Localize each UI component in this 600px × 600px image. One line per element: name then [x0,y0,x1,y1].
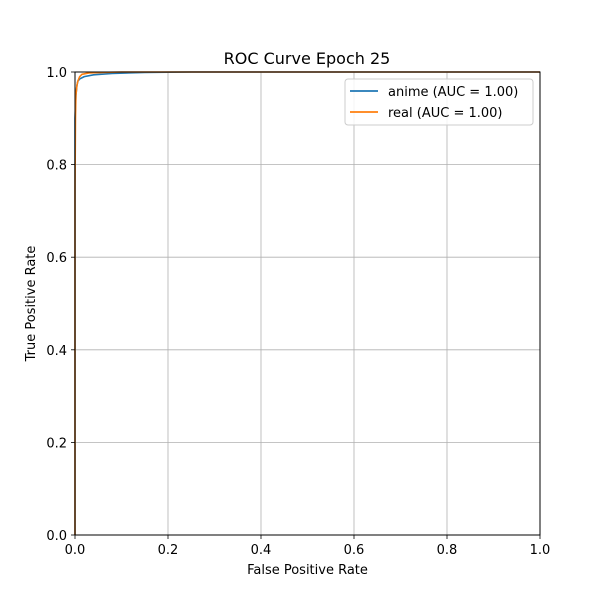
x-tick-label: 1.0 [530,543,551,558]
legend-entry-0: anime (AUC = 1.00) [388,85,518,100]
y-tick-label: 0.0 [46,529,67,544]
grid-lines [74,71,541,536]
y-tick-label: 0.6 [46,251,67,266]
y-axis-label: True Positive Rate [24,246,39,363]
plot-frame [74,71,541,536]
x-tick-label: 0.6 [344,543,365,558]
legend-entry-1: real (AUC = 1.00) [388,106,503,121]
chart-title: ROC Curve Epoch 25 [224,49,391,68]
x-axis-label: False Positive Rate [247,563,368,578]
y-tick-label: 1.0 [46,66,67,81]
series-line-1 [74,71,540,535]
legend: anime (AUC = 1.00) real (AUC = 1.00) [344,78,534,126]
y-tick-label: 0.2 [46,436,67,451]
y-tick-label: 0.4 [46,344,67,359]
legend-box [344,78,534,126]
x-tick-label: 0.4 [251,543,272,558]
series-lines [74,71,540,535]
x-tick-label: 0.8 [437,543,458,558]
x-tick-label: 0.0 [65,543,86,558]
x-tick-label: 0.2 [158,543,179,558]
series-line-0 [74,71,540,535]
y-tick-label: 0.8 [46,159,67,174]
axis-ticks: 0.0 0.2 0.4 0.6 0.8 1.0 0.0 0.2 0.4 0.6 0.8 1.0 [46,66,550,558]
